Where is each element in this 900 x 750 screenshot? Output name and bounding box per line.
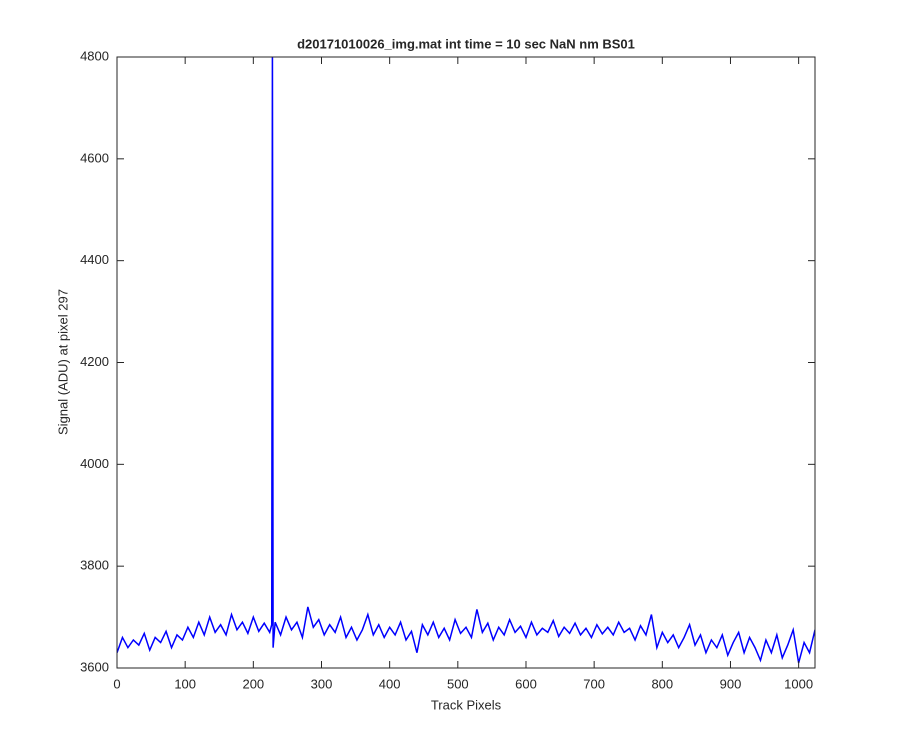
y-tick-label: 4000 bbox=[80, 456, 109, 471]
x-tick-label: 500 bbox=[447, 676, 469, 691]
x-tick-label: 1000 bbox=[784, 676, 813, 691]
data-line bbox=[117, 57, 815, 664]
y-tick-label: 3600 bbox=[80, 659, 109, 674]
plot-area bbox=[117, 57, 815, 664]
x-tick-label: 400 bbox=[379, 676, 401, 691]
x-tick-label: 0 bbox=[113, 676, 120, 691]
x-tick-label: 800 bbox=[651, 676, 673, 691]
x-tick-label: 200 bbox=[242, 676, 264, 691]
chart-title: d20171010026_img.mat int time = 10 sec N… bbox=[297, 36, 635, 51]
y-tick-label: 3800 bbox=[80, 558, 109, 573]
x-tick-label: 300 bbox=[311, 676, 333, 691]
x-tick-label: 900 bbox=[720, 676, 742, 691]
x-tick-label: 100 bbox=[174, 676, 196, 691]
x-axis-label: Track Pixels bbox=[431, 697, 502, 712]
x-tick-label: 600 bbox=[515, 676, 537, 691]
y-tick-label: 4200 bbox=[80, 354, 109, 369]
y-tick-label: 4400 bbox=[80, 252, 109, 267]
x-tick-label: 700 bbox=[583, 676, 605, 691]
y-tick-label: 4800 bbox=[80, 48, 109, 63]
y-axis-label: Signal (ADU) at pixel 297 bbox=[55, 289, 70, 435]
y-tick-label: 4600 bbox=[80, 150, 109, 165]
